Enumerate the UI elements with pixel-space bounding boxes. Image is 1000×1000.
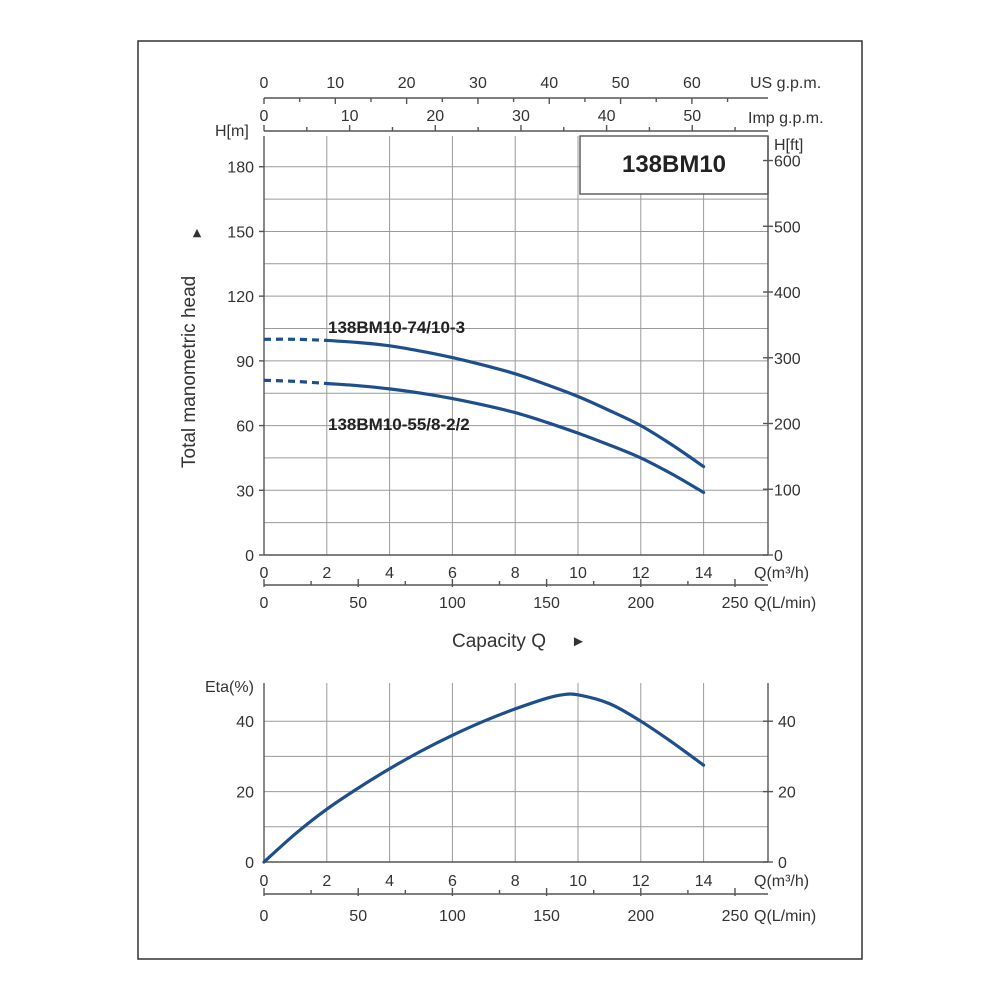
imp-gpm-tick-label: 10	[341, 108, 359, 125]
q-m3h-unit: Q(m³/h)	[754, 565, 809, 582]
x-tick-label: 6	[448, 565, 457, 582]
head-curve-0	[325, 338, 706, 469]
eta-x-tick-label: 10	[569, 873, 587, 890]
y-axis-title-group: Total manometric head	[179, 276, 200, 468]
imp-gpm-tick-label: 50	[683, 108, 701, 125]
us-gpm-tick-label: 20	[398, 75, 416, 92]
lmin-tick-label: 200	[627, 595, 654, 612]
us-gpm-tick-label: 0	[260, 75, 269, 92]
y-tick-label: 90	[236, 354, 254, 371]
y-axis-title: Total manometric head	[179, 276, 200, 468]
h-m-unit: H[m]	[215, 123, 249, 140]
y-tick-label: 150	[227, 224, 254, 241]
model-title: 138BM10	[622, 151, 726, 178]
x-tick-label: 12	[632, 565, 650, 582]
x-tick-label: 8	[511, 565, 520, 582]
imp-gpm-tick-label: 0	[260, 108, 269, 125]
y2-tick-label: 100	[774, 482, 801, 499]
eta-x-tick-label: 14	[695, 873, 713, 890]
lmin-tick-label: 0	[260, 595, 269, 612]
imp-gpm-tick-label: 20	[426, 108, 444, 125]
lmin-tick-label: 100	[439, 595, 466, 612]
y-tick-label: 180	[227, 160, 254, 177]
eta-lmin-tick-label: 150	[533, 908, 560, 925]
h-ft-unit: H[ft]	[774, 137, 803, 154]
eta-y-tick-label: 20	[236, 785, 254, 802]
eta-lmin-tick-label: 250	[722, 908, 749, 925]
eta-y2-tick-label: 40	[778, 714, 796, 731]
y2-tick-label: 0	[774, 548, 783, 565]
eta-y-tick-label: 40	[236, 714, 254, 731]
eta-chart-curves	[262, 692, 706, 864]
eta-x-tick-label: 8	[511, 873, 520, 890]
head-curve-1	[325, 381, 706, 494]
x-tick-label: 2	[322, 565, 331, 582]
eta-x-tick-label: 4	[385, 873, 394, 890]
q-lmin-unit-bottom: Q(L/min)	[754, 908, 816, 925]
q-m3h-unit-bottom: Q(m³/h)	[754, 873, 809, 890]
imp-gpm-tick-label: 40	[598, 108, 616, 125]
y-tick-label: 30	[236, 483, 254, 500]
lmin-tick-label: 150	[533, 595, 560, 612]
eta-x-tick-label: 12	[632, 873, 650, 890]
y-tick-label: 120	[227, 289, 254, 306]
x-axis-title: Capacity Q	[452, 631, 546, 652]
y-tick-label: 60	[236, 419, 254, 436]
eta-x-tick-label: 0	[260, 873, 269, 890]
head-chart-curves	[263, 337, 706, 494]
up-arrow-icon: ►	[188, 226, 204, 240]
y2-tick-label: 400	[774, 285, 801, 302]
efficiency-curve	[262, 692, 706, 864]
eta-lmin-tick-label: 50	[349, 908, 367, 925]
us-gpm-tick-label: 50	[612, 75, 630, 92]
imp-gpm-tick-label: 30	[512, 108, 530, 125]
figure-frame	[137, 40, 863, 960]
x-tick-label: 4	[385, 565, 394, 582]
head-curve-dashed-0	[263, 337, 327, 342]
eta-x-tick-label: 2	[322, 873, 331, 890]
series-label-55-8-2-2: 138BM10-55/8-2/2	[328, 415, 470, 434]
q-lmin-unit: Q(L/min)	[754, 595, 816, 612]
series-label-74-10-3: 138BM10-74/10-3	[328, 318, 465, 337]
lmin-tick-label: 250	[722, 595, 749, 612]
y-arrow-group: ►	[188, 226, 204, 240]
eta-lmin-tick-label: 0	[260, 908, 269, 925]
eta-unit: Eta(%)	[205, 679, 254, 696]
imp-gpm-unit: Imp g.p.m.	[748, 110, 824, 127]
eta-chart-grid	[264, 683, 768, 862]
right-arrow-icon: ►	[571, 633, 586, 650]
x-tick-label: 10	[569, 565, 587, 582]
us-gpm-unit: US g.p.m.	[750, 75, 821, 92]
us-gpm-tick-label: 40	[540, 75, 558, 92]
y-tick-label: 0	[245, 548, 254, 565]
y2-tick-label: 200	[774, 417, 801, 434]
lmin-tick-label: 50	[349, 595, 367, 612]
y2-tick-label: 500	[774, 219, 801, 236]
y2-tick-label: 300	[774, 351, 801, 368]
eta-y-tick-label: 0	[245, 855, 254, 872]
head-curve-dashed-1	[263, 378, 327, 386]
eta-x-tick-label: 6	[448, 873, 457, 890]
x-tick-label: 0	[260, 565, 269, 582]
head-chart-grid	[264, 136, 768, 555]
eta-y2-tick-label: 0	[778, 855, 787, 872]
eta-lmin-tick-label: 200	[627, 908, 654, 925]
y2-tick-label: 600	[774, 154, 801, 171]
us-gpm-tick-label: 30	[469, 75, 487, 92]
model-box: 138BM10	[579, 135, 769, 195]
eta-y2-tick-label: 20	[778, 785, 796, 802]
eta-lmin-tick-label: 100	[439, 908, 466, 925]
us-gpm-tick-label: 10	[326, 75, 344, 92]
us-gpm-tick-label: 60	[683, 75, 701, 92]
x-tick-label: 14	[695, 565, 713, 582]
